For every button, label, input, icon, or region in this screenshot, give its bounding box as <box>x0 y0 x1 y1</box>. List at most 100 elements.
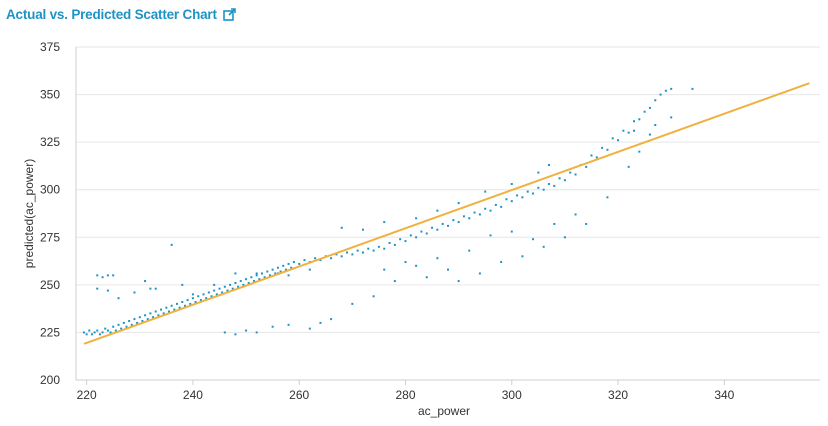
scatter-point <box>175 302 178 305</box>
scatter-point <box>261 272 263 275</box>
scatter-point <box>199 299 202 302</box>
scatter-point <box>308 268 311 271</box>
scatter-point <box>383 221 386 224</box>
scatter-point <box>106 289 109 292</box>
scatter-point <box>532 192 535 195</box>
scatter-point <box>189 302 192 305</box>
scatter-point <box>393 243 396 246</box>
scatter-point <box>330 318 333 321</box>
scatter-point <box>160 308 163 311</box>
scatter-point <box>149 287 152 290</box>
scatter-point <box>537 186 540 189</box>
scatter-point <box>96 287 99 290</box>
y-tick-label: 300 <box>40 183 60 197</box>
scatter-point <box>330 257 333 260</box>
scatter-point <box>553 222 556 225</box>
scatter-point <box>457 221 460 224</box>
scatter-point <box>361 228 364 231</box>
scatter-point <box>242 283 245 286</box>
scatter-point <box>287 323 290 326</box>
scatter-point <box>638 150 641 153</box>
scatter-point <box>399 238 402 241</box>
scatter-point <box>117 323 120 326</box>
scatter-point <box>372 295 375 298</box>
scatter-point <box>144 280 147 283</box>
scatter-point <box>210 295 213 298</box>
scatter-point <box>415 217 418 220</box>
y-tick-label: 325 <box>40 135 60 149</box>
scatter-point <box>263 276 266 279</box>
y-tick-label: 225 <box>40 325 60 339</box>
scatter-point <box>149 312 152 315</box>
scatter-point <box>574 213 577 216</box>
scatter-point <box>266 270 269 273</box>
scatter-point <box>218 287 221 290</box>
scatter-point <box>478 272 481 275</box>
scatter-point <box>308 327 311 330</box>
scatter-point <box>648 133 651 136</box>
scatter-point <box>558 177 561 180</box>
y-axis-title: predicted(ac_power) <box>22 159 36 268</box>
x-tick-label: 320 <box>608 388 628 402</box>
scatter-point <box>234 333 237 336</box>
scatter-point <box>234 281 237 284</box>
scatter-point <box>526 190 529 193</box>
axis-labels: 200 225 250 275 300 325 350 375 220 240 260 280 300 3… <box>22 40 735 418</box>
scatter-point <box>178 306 181 309</box>
scatter-point <box>170 243 173 246</box>
scatter-point <box>606 148 609 151</box>
scatter-point <box>173 308 176 311</box>
scatter-point <box>231 287 234 290</box>
scatter-point <box>213 289 216 292</box>
scatter-point <box>271 325 274 328</box>
scatter-point <box>468 217 471 220</box>
x-tick-label: 340 <box>714 388 734 402</box>
scatter-point <box>292 261 295 264</box>
scatter-point <box>85 333 88 336</box>
x-axis-title: ac_power <box>418 404 470 418</box>
scatter-point <box>253 280 256 283</box>
scatter-point <box>377 245 380 248</box>
scatter-point <box>542 245 545 248</box>
scatter-point <box>393 280 396 283</box>
y-tick-label: 250 <box>40 278 60 292</box>
scatter-point <box>521 196 524 199</box>
scatter-point <box>478 213 481 216</box>
scatter-point <box>314 257 317 260</box>
scatter-point <box>457 280 460 283</box>
scatter-point <box>409 234 412 237</box>
scatter-point <box>133 291 136 294</box>
scatter-point <box>547 163 550 166</box>
scatter-point <box>239 280 242 283</box>
scatter-point <box>415 264 418 267</box>
x-tick-label: 280 <box>395 388 415 402</box>
panel-header: Actual vs. Predicted Scatter Chart <box>6 7 236 22</box>
scatter-point <box>691 87 694 90</box>
scatter-point <box>436 257 439 260</box>
scatter-point <box>88 329 91 332</box>
scatter-point <box>516 194 519 197</box>
scatter-point <box>170 304 173 307</box>
panel-title[interactable]: Actual vs. Predicted Scatter Chart <box>6 7 217 22</box>
scatter-point <box>627 131 630 134</box>
scatter-point <box>255 274 258 277</box>
scatter-point <box>648 106 651 109</box>
scatter-point <box>585 165 588 168</box>
scatter-point <box>500 261 503 264</box>
external-link-icon[interactable] <box>222 8 236 21</box>
scatter-point <box>367 247 370 250</box>
scatter-point <box>457 202 460 205</box>
scatter-points <box>82 87 694 336</box>
scatter-point <box>500 205 503 208</box>
scatter-point <box>284 268 287 271</box>
scatter-point <box>191 293 194 296</box>
scatter-point <box>484 190 487 193</box>
scatter-point <box>221 291 224 294</box>
scatter-point <box>138 316 141 319</box>
scatter-point <box>181 300 184 303</box>
scatter-point <box>532 238 535 241</box>
x-tick-label: 220 <box>77 388 97 402</box>
axes <box>75 47 820 385</box>
scatter-point <box>181 283 184 286</box>
scatter-point <box>447 224 449 227</box>
